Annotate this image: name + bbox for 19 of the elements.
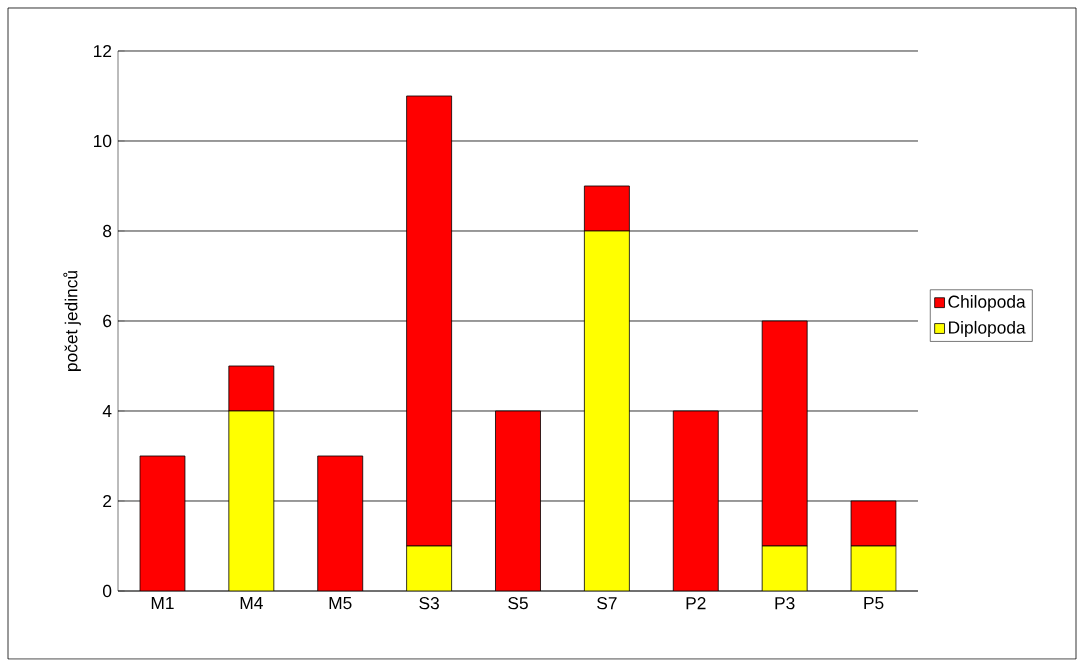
x-tick-label: P3: [775, 597, 795, 610]
legend-label: Chilopoda: [948, 295, 1026, 312]
x-tick-label: S5: [508, 597, 528, 610]
y-tick-label: 0: [102, 584, 112, 598]
x-tick-label: P2: [686, 597, 706, 610]
y-tick-label: 10: [94, 134, 112, 148]
legend-label: Diplopoda: [949, 320, 1026, 338]
x-tick-label: S7: [597, 597, 617, 610]
y-tick-label: 4: [102, 405, 112, 417]
y-tick-label: 12: [94, 44, 112, 58]
y-tick-label: 8: [103, 224, 112, 238]
x-tick-label: S3: [419, 597, 439, 610]
x-tick-label: M5: [329, 597, 352, 610]
y-tick-label: 2: [103, 494, 112, 508]
x-tick-label: P5: [864, 597, 884, 610]
y-tick-label: 6: [103, 314, 112, 328]
y-axis-title: počet jedinců: [63, 271, 81, 371]
x-tick-label: M1: [151, 597, 174, 609]
x-tick-label: M4: [240, 597, 263, 609]
